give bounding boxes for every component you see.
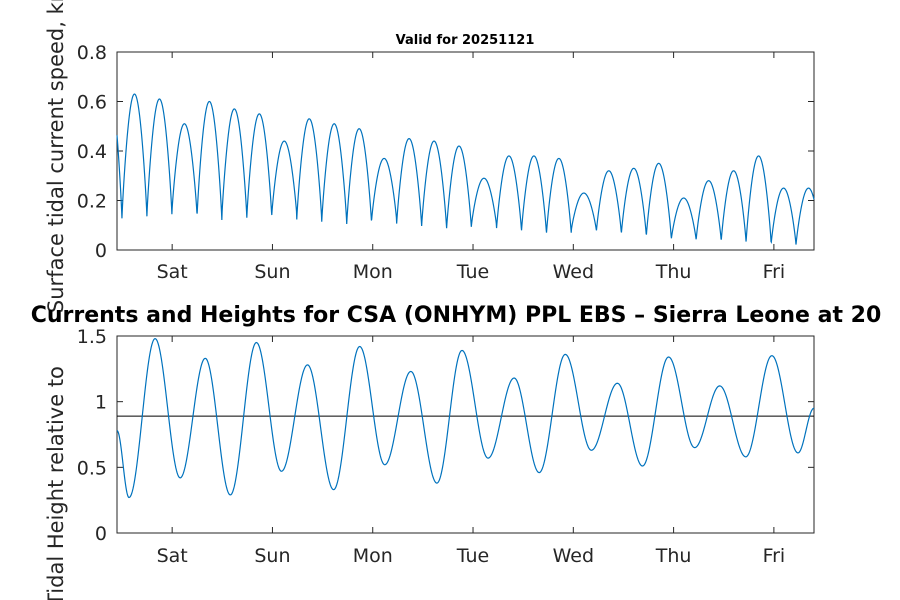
height-y-axis-label: Tidal Height relative to (44, 366, 68, 600)
height-x-tick-label: Mon (353, 545, 393, 567)
height-x-tick-label: Sun (254, 545, 290, 567)
height-y-ticks: 0 0.5 1 1.5 (77, 326, 814, 545)
current-x-tick-label: Tue (456, 261, 489, 283)
height-x-ticks: Sat Sun Mon Tue Wed Thu Fri (157, 336, 786, 567)
height-y-tick-label: 0.5 (77, 457, 107, 479)
current-x-tick-label: Sat (157, 261, 188, 283)
height-y-tick-label: 0 (95, 523, 107, 545)
tidal-height-panel: 0 0.5 1 1.5 Sat Sun Mon Tue Wed Thu Fri Tidal Hei… (31, 303, 882, 600)
height-x-tick-label: Tue (456, 545, 489, 567)
current-y-tick-label: 0 (95, 240, 107, 262)
current-chart-title: Valid for 20251121 (396, 33, 535, 48)
height-x-tick-label: Fri (763, 545, 786, 567)
current-y-axis-label: Surface tidal current speed, kn (44, 0, 68, 313)
current-y-tick-label: 0.6 (77, 92, 107, 114)
height-y-tick-label: 1 (95, 392, 107, 414)
current-plot-area (116, 51, 815, 251)
current-x-tick-label: Thu (655, 261, 692, 283)
current-speed-line (116, 93, 815, 245)
current-x-tick-label: Fri (763, 261, 786, 283)
current-x-tick-label: Wed (553, 261, 594, 283)
current-y-tick-label: 0.2 (77, 191, 107, 213)
height-x-tick-label: Thu (655, 545, 692, 567)
height-plot-area (116, 335, 815, 534)
height-y-tick-label: 1.5 (77, 326, 107, 348)
current-speed-panel: 0 0.2 0.4 0.6 0.8 Sat Sun Mon Tue Wed Thu Fri Vali… (44, 0, 815, 313)
current-y-tick-label: 0.8 (77, 42, 107, 64)
height-x-tick-label: Wed (553, 545, 594, 567)
main-chart-title: Currents and Heights for CSA (ONHYM) PPL… (31, 303, 882, 328)
tidal-height-line (116, 337, 815, 499)
current-x-ticks: Sat Sun Mon Tue Wed Thu Fri (157, 52, 786, 283)
current-x-tick-label: Mon (353, 261, 393, 283)
current-y-ticks: 0 0.2 0.4 0.6 0.8 (77, 42, 814, 262)
current-y-tick-label: 0.4 (77, 141, 107, 163)
current-x-tick-label: Sun (254, 261, 290, 283)
height-x-tick-label: Sat (157, 545, 188, 567)
